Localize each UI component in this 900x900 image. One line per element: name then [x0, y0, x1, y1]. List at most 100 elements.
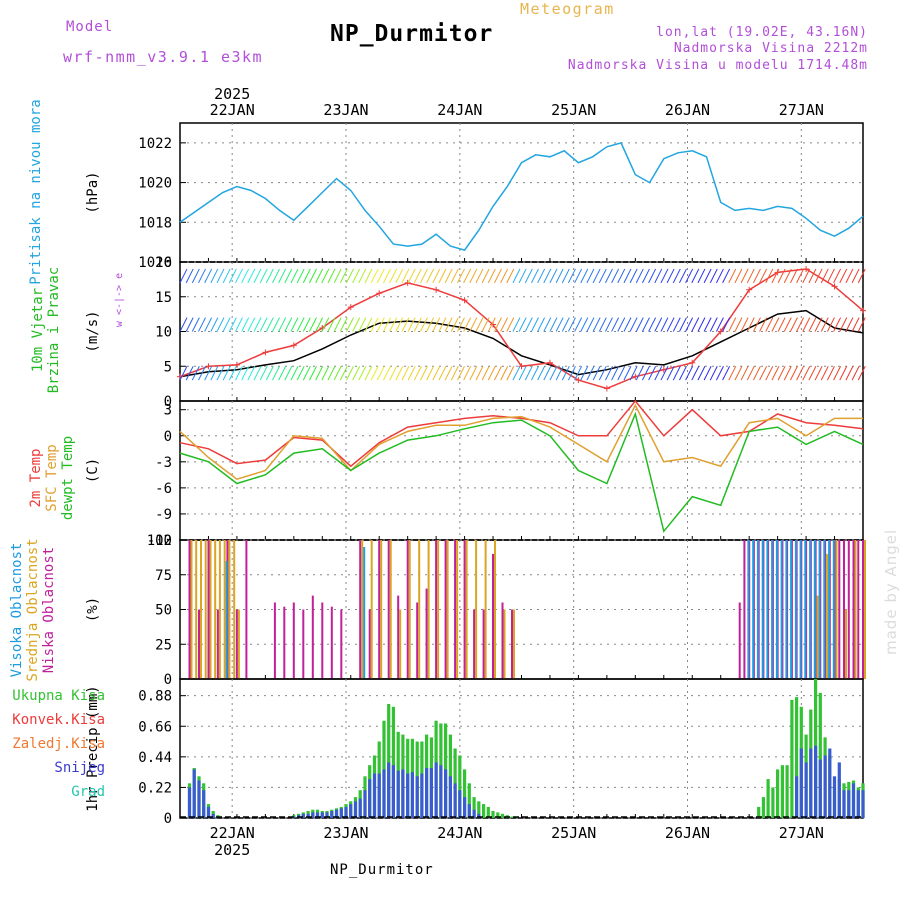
- wind-barb: [204, 268, 213, 284]
- wind-barb: [389, 268, 398, 284]
- bar-niska-oblacnost: [321, 602, 324, 679]
- bar-snijeg: [334, 809, 339, 818]
- wind-barb: [783, 268, 792, 284]
- wind-barb: [450, 366, 459, 381]
- wind-barb: [487, 268, 496, 284]
- footer-station: NP_Durmitor: [330, 862, 434, 878]
- bar-snijeg: [391, 765, 395, 818]
- wind-barb: [475, 268, 484, 284]
- wind-barb: [808, 317, 817, 332]
- bar-srednja-oblacnost: [845, 609, 847, 679]
- bar-snijeg: [211, 813, 215, 818]
- bar-snijeg: [429, 768, 433, 818]
- wind-barb: [765, 317, 774, 332]
- wind-barb: [851, 317, 860, 332]
- wind-barb: [759, 317, 768, 332]
- wind-barb: [555, 268, 564, 284]
- bar-ukupna-kisa: [482, 804, 486, 818]
- bar-visoka-oblacnost: [363, 547, 366, 679]
- gust-marker: [262, 349, 269, 356]
- wind-barb: [648, 268, 657, 284]
- wind-barb: [284, 366, 293, 381]
- bar-srednja-oblacnost: [214, 540, 217, 679]
- wind-barb: [740, 268, 749, 284]
- wind-barb: [321, 366, 330, 381]
- wind-barb: [500, 366, 509, 381]
- bar-snijeg: [206, 806, 211, 818]
- wind-barb: [678, 268, 687, 284]
- panel-3: 3 0 -3 -6 -9 -12 (C): [85, 399, 864, 549]
- bar-ukupna-kisa: [761, 797, 765, 818]
- wind-barb: [506, 268, 515, 284]
- wind-barb: [691, 366, 700, 381]
- wind-barb: [568, 317, 576, 332]
- wind-barb: [537, 268, 546, 284]
- wind-barb: [444, 268, 453, 284]
- wind-barb: [709, 268, 718, 284]
- gust-marker: [603, 385, 610, 392]
- gust-marker: [347, 304, 354, 311]
- wind-barb: [339, 366, 348, 381]
- wind-barb: [752, 317, 761, 332]
- panel-title-cloud: Visoka Oblacnost: [9, 543, 25, 678]
- bar-snijeg: [330, 811, 334, 818]
- bar-snijeg: [363, 790, 367, 818]
- wind-barb: [592, 268, 601, 284]
- bar-snijeg: [311, 812, 315, 818]
- wind-barb: [241, 366, 250, 381]
- wind-barb: [413, 366, 422, 381]
- wind-barb: [783, 366, 792, 381]
- bar-snijeg: [410, 772, 414, 818]
- wind-barb: [654, 268, 663, 284]
- wind-barb: [179, 317, 188, 332]
- wind-barb: [660, 317, 669, 332]
- y-axis-label: (m/s): [85, 310, 101, 352]
- wind-barb: [623, 366, 632, 381]
- bar-srednja-oblacnost: [204, 540, 207, 679]
- wind-barb: [697, 317, 706, 332]
- bar-ukupna-kisa: [453, 748, 457, 818]
- bottom-day-label: 26JAN: [665, 824, 710, 842]
- bar-snijeg: [396, 770, 400, 818]
- bar-niska-oblacnost: [216, 609, 219, 679]
- wind-barb: [420, 268, 428, 284]
- bar-ukupna-kisa: [491, 811, 495, 818]
- wind-barb: [444, 366, 453, 381]
- bar-visoka-oblacnost: [828, 540, 831, 679]
- bar-srednja-oblacnost: [816, 595, 819, 679]
- wind-barb: [629, 317, 638, 332]
- wind-barb: [531, 268, 539, 284]
- wind-barb: [228, 317, 237, 332]
- panel-frame: [179, 539, 864, 680]
- wind-barb: [401, 268, 410, 284]
- bar-ukupna-kisa: [510, 816, 514, 818]
- y-axis-label: (hPa): [85, 171, 101, 213]
- wind-barb: [358, 366, 367, 381]
- wind-barb: [734, 317, 743, 332]
- wind-barb: [383, 268, 391, 284]
- wind-barb: [450, 317, 459, 332]
- model-name: wrf-nmm_v3.9.1 e3km: [63, 48, 264, 66]
- bar-srednja-oblacnost: [465, 540, 468, 679]
- wind-barb: [296, 366, 305, 381]
- bar-ukupna-kisa: [785, 765, 789, 818]
- wind-barb: [820, 268, 829, 284]
- wind-barb: [389, 317, 398, 332]
- wind-barb: [487, 366, 496, 381]
- wind-barb: [777, 317, 786, 332]
- wind-barb: [247, 366, 256, 381]
- wind-barb: [198, 366, 206, 381]
- wind-barb: [370, 366, 379, 381]
- wind-barb: [820, 317, 829, 332]
- bar-visoka-oblacnost: [225, 560, 228, 679]
- y-tick-label: -12: [147, 533, 172, 549]
- wind-barb: [752, 268, 761, 284]
- bar-srednja-oblacnost: [389, 540, 392, 679]
- wind-barb: [820, 366, 829, 381]
- bar-niska-oblacnost: [501, 602, 504, 679]
- bar-visoka-oblacnost: [756, 540, 759, 679]
- wind-barb: [802, 366, 811, 381]
- wind-barb: [703, 366, 712, 381]
- gust-marker: [689, 359, 696, 366]
- wind-barb: [265, 317, 274, 332]
